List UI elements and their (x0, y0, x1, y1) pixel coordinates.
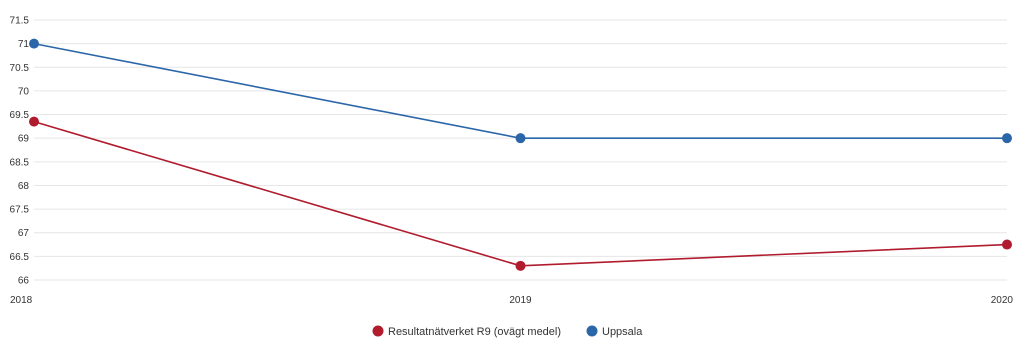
series-line-0 (33, 120, 1008, 267)
series-layer (29, 38, 1012, 271)
legend-marker[interactable] (372, 325, 384, 337)
x-tick-label: 2018 (10, 295, 33, 306)
data-point[interactable] (29, 116, 39, 127)
y-tick-label: 69.5 (10, 110, 30, 121)
legend-label[interactable]: Resultatnätverket R9 (ovägt medel) (388, 326, 561, 338)
x-tick-label: 2019 (509, 295, 532, 306)
y-tick-label: 66 (18, 276, 30, 287)
legend: Resultatnätverket R9 (ovägt medel) Uppsal… (372, 325, 643, 338)
data-point[interactable] (29, 38, 39, 49)
gridlines (34, 19, 1007, 281)
y-axis-ticks: 66 66.5 67 67.5 68 68.5 69 69.5 70 70.5 71 71.5 (10, 16, 30, 287)
y-tick-label: 67.5 (10, 205, 30, 216)
data-point[interactable] (515, 133, 526, 144)
y-tick-label: 71 (18, 39, 30, 50)
y-tick-label: 68 (18, 181, 30, 192)
y-tick-label: 67 (18, 228, 30, 239)
y-tick-label: 70.5 (10, 63, 30, 74)
y-tick-label: 69 (18, 134, 30, 145)
x-axis-ticks: 2018 2019 2020 (10, 295, 1013, 306)
y-tick-label: 68.5 (10, 157, 30, 168)
legend-label[interactable]: Uppsala (602, 326, 643, 338)
y-tick-label: 70 (18, 86, 30, 97)
y-tick-label: 66.5 (10, 252, 30, 263)
data-point[interactable] (1002, 239, 1012, 250)
data-point[interactable] (1002, 133, 1012, 144)
legend-marker[interactable] (586, 325, 598, 337)
data-point[interactable] (515, 260, 526, 271)
x-tick-label: 2020 (991, 295, 1013, 306)
y-tick-label: 71.5 (10, 16, 30, 27)
